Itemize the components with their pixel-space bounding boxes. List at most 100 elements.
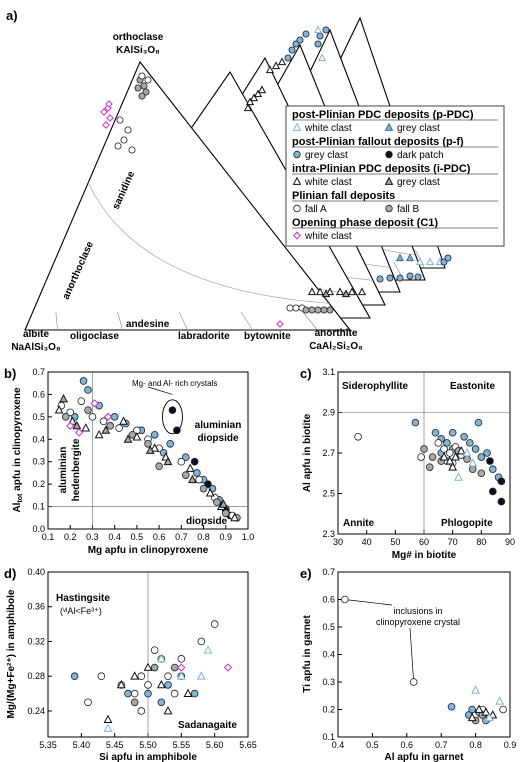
circle-blue-marker xyxy=(157,698,166,707)
tri-blue-marker xyxy=(313,25,323,34)
annot-sadanagaite: Sadanagaite xyxy=(178,720,237,731)
x-tick-label: 5.65 xyxy=(239,740,257,750)
tri-grey-marker xyxy=(219,499,228,508)
y-tick-label: 0.2 xyxy=(322,705,335,715)
legend-item-label: grey clast xyxy=(397,123,440,134)
annot-aluminian-hed-2: hedenbergite xyxy=(71,438,82,501)
y-tick-label: 0.4 xyxy=(32,434,45,444)
tri-white-marker xyxy=(230,512,240,522)
circle-blue-marker xyxy=(193,469,201,477)
panel-b: b) 0.1 0.2 0.3 0.4 0.5 0.6 0.7 0.8 0.9 1.00.00.10… xyxy=(4,366,254,556)
x-tick-label: 0.5 xyxy=(131,532,144,542)
circle-blue-marker xyxy=(477,453,486,461)
circle-grey-marker xyxy=(134,84,142,92)
x-tick-label: 0.9 xyxy=(504,740,517,750)
circle-grey-marker xyxy=(463,455,471,463)
circle-white-marker xyxy=(88,413,97,421)
legend-item-label: grey clast xyxy=(305,150,348,161)
orthoclase-label: orthoclase xyxy=(113,32,164,43)
circle-white-marker xyxy=(124,126,132,134)
tri-grey-marker xyxy=(101,425,111,434)
y-tick-label: 0.3 xyxy=(322,677,335,687)
tri-blue-marker xyxy=(317,53,327,62)
annot-annite: Annite xyxy=(343,518,375,529)
legend-item-label: dark patch xyxy=(397,150,444,161)
x-tick-label: 0.8 xyxy=(197,532,210,542)
circle-blue-marker xyxy=(443,439,451,447)
solvus-curve xyxy=(87,182,330,304)
circle-white-marker xyxy=(137,707,146,715)
panel-c-label: c) xyxy=(300,366,312,381)
circle-grey-marker xyxy=(138,92,146,100)
circle-dark-marker xyxy=(488,487,497,496)
panel-a-ternary: a) orthoclase KAlSi₃O₈ albite NaAlSi₃O₈ … xyxy=(6,8,505,353)
circle-blue-marker xyxy=(166,439,175,448)
tri-white-marker xyxy=(249,93,259,102)
circle-dark-marker xyxy=(168,406,177,414)
y-tick-label: 3.1 xyxy=(322,367,335,377)
field-boundary xyxy=(55,311,58,331)
circle-blue-marker xyxy=(316,32,324,40)
orthoclase-formula: KAlSi₃O₈ xyxy=(116,45,160,56)
field-boundary xyxy=(302,311,318,331)
tri-white-marker xyxy=(130,671,140,680)
circle-blue-marker xyxy=(386,274,394,282)
tri-white-marker xyxy=(156,679,166,689)
x-tick-label: 0.7 xyxy=(175,532,188,542)
circle-dark-marker xyxy=(497,497,506,506)
field-bytownite: bytownite xyxy=(244,331,291,342)
circle-blue-marker xyxy=(444,254,452,262)
circle-grey-marker xyxy=(170,663,179,672)
legend-item-label: fall B xyxy=(397,204,420,215)
circle-white-marker xyxy=(130,689,139,698)
y-tick-label: 0.6 xyxy=(32,389,45,399)
y-tick-label: 0.2 xyxy=(32,479,45,489)
tri-white-marker xyxy=(451,452,460,461)
x-tick-label: 30 xyxy=(333,537,343,547)
circle-white-marker xyxy=(116,116,124,124)
legend-item-label: grey clast xyxy=(397,177,440,188)
panel-c-ylabel: Al apfu in biotite xyxy=(302,413,313,492)
annot-diopside: diopside xyxy=(186,516,228,527)
tri-grey-marker xyxy=(123,434,133,443)
annot-siderophyllite: Siderophyllite xyxy=(342,381,409,392)
circle-blue-marker xyxy=(150,430,159,439)
circle-white-marker xyxy=(195,475,203,484)
circle-blue-marker xyxy=(471,445,480,453)
tri-white-marker xyxy=(143,662,153,671)
annot-leader xyxy=(409,627,415,683)
x-tick-label: 5.35 xyxy=(39,740,57,750)
circle-blue-marker xyxy=(411,418,420,427)
annot-inclusions-2: clinopyroxene crystal xyxy=(376,617,460,627)
tri-white-marker xyxy=(94,429,104,439)
legend-item-label: fall A xyxy=(305,204,327,215)
y-tick-label: 0.24 xyxy=(27,706,45,716)
x-tick-label: 5.50 xyxy=(139,740,157,750)
y-tick-label: 0.5 xyxy=(32,412,45,422)
tri-white-marker xyxy=(467,712,477,722)
tri-white-marker xyxy=(357,287,367,296)
circle-white-marker xyxy=(128,146,136,154)
circle-blue-marker xyxy=(431,428,440,437)
circle-dark-marker xyxy=(497,477,506,486)
tri-white-marker xyxy=(116,679,126,689)
x-tick-label: 40 xyxy=(362,537,372,547)
circle-grey-marker xyxy=(314,306,322,314)
tri-blue-marker xyxy=(203,645,213,654)
circle-grey-marker xyxy=(425,463,434,471)
tri-white-marker xyxy=(347,287,357,296)
tri-blue-marker xyxy=(454,472,463,481)
circle-grey-marker xyxy=(320,306,328,314)
circle-white-marker xyxy=(293,204,301,213)
annot-phlogopite: Phlogopite xyxy=(441,518,493,529)
circle-white-marker xyxy=(170,689,179,698)
tri-blue-marker xyxy=(176,671,186,680)
annot-hastingsite: Hastingsite xyxy=(56,593,110,604)
y-tick-label: 0.7 xyxy=(322,567,335,577)
tri-white-marker xyxy=(54,405,64,414)
circle-white-marker xyxy=(292,304,300,312)
circle-white-marker xyxy=(164,672,172,681)
mg-al-rich-outline xyxy=(161,399,183,435)
albite-formula: NaAlSi₃O₈ xyxy=(11,342,61,353)
circle-white-marker xyxy=(177,655,186,663)
